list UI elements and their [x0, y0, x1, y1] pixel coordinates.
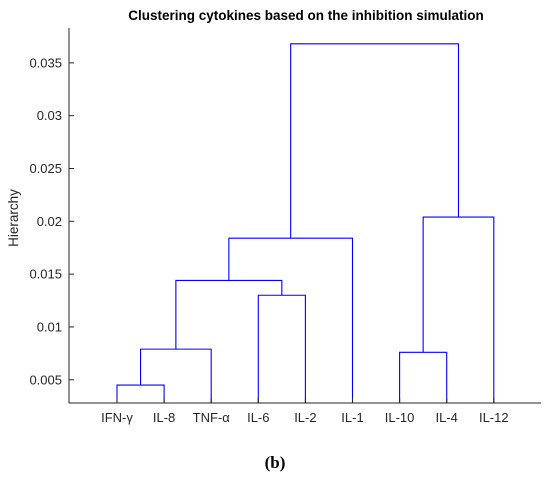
dendrogram-links [116, 43, 495, 403]
panel-label: (b) [265, 453, 286, 472]
y-axis-label: Hierarchy [6, 189, 21, 247]
x-tick-label: IL-12 [479, 410, 509, 425]
y-tick-label: 0.035 [29, 55, 62, 70]
dendrogram-link [116, 384, 165, 403]
y-tick-label: 0.03 [37, 108, 62, 123]
y-tick-label: 0.02 [37, 214, 62, 229]
dendrogram-link [175, 279, 283, 350]
x-tick-label: TNF-α [193, 410, 231, 425]
dendrogram-link [290, 43, 460, 239]
dendrogram-link [228, 237, 354, 403]
dendrogram-link [422, 216, 495, 403]
x-tick-label: IL-8 [153, 410, 175, 425]
dendrogram-link [399, 351, 448, 403]
y-tick-label: 0.025 [29, 161, 62, 176]
dendrogram-link [140, 348, 212, 403]
chart-title: Clustering cytokines based on the inhibi… [128, 8, 484, 23]
x-tick-label: IL-10 [385, 410, 415, 425]
x-tick-label: IL-4 [435, 410, 457, 425]
y-tick-label: 0.015 [29, 267, 62, 282]
y-tick-label: 0.005 [29, 372, 62, 387]
x-axis-ticks: IFN-γ IL-8 TNF-α IL-6 IL-2 IL-1 IL-10 IL-4 IL-12 [101, 398, 509, 425]
x-tick-label: IL-6 [247, 410, 269, 425]
y-axis-ticks: 0.005 0.01 0.015 0.02 0.025 0.03 0.035 [29, 55, 74, 387]
dendrogram-link [257, 294, 306, 403]
x-tick-label: IL-2 [294, 410, 316, 425]
y-tick-label: 0.01 [37, 319, 62, 334]
x-tick-label: IFN-γ [101, 410, 133, 425]
x-tick-label: IL-1 [341, 410, 363, 425]
